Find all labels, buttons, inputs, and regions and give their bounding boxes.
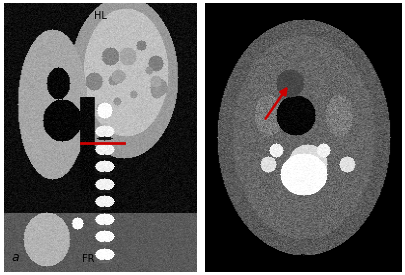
- Text: FR: FR: [83, 254, 95, 264]
- Text: HL: HL: [94, 11, 107, 21]
- Text: A: A: [299, 11, 306, 21]
- Text: P: P: [300, 254, 306, 264]
- Text: a: a: [12, 251, 19, 264]
- Text: b: b: [212, 251, 220, 264]
